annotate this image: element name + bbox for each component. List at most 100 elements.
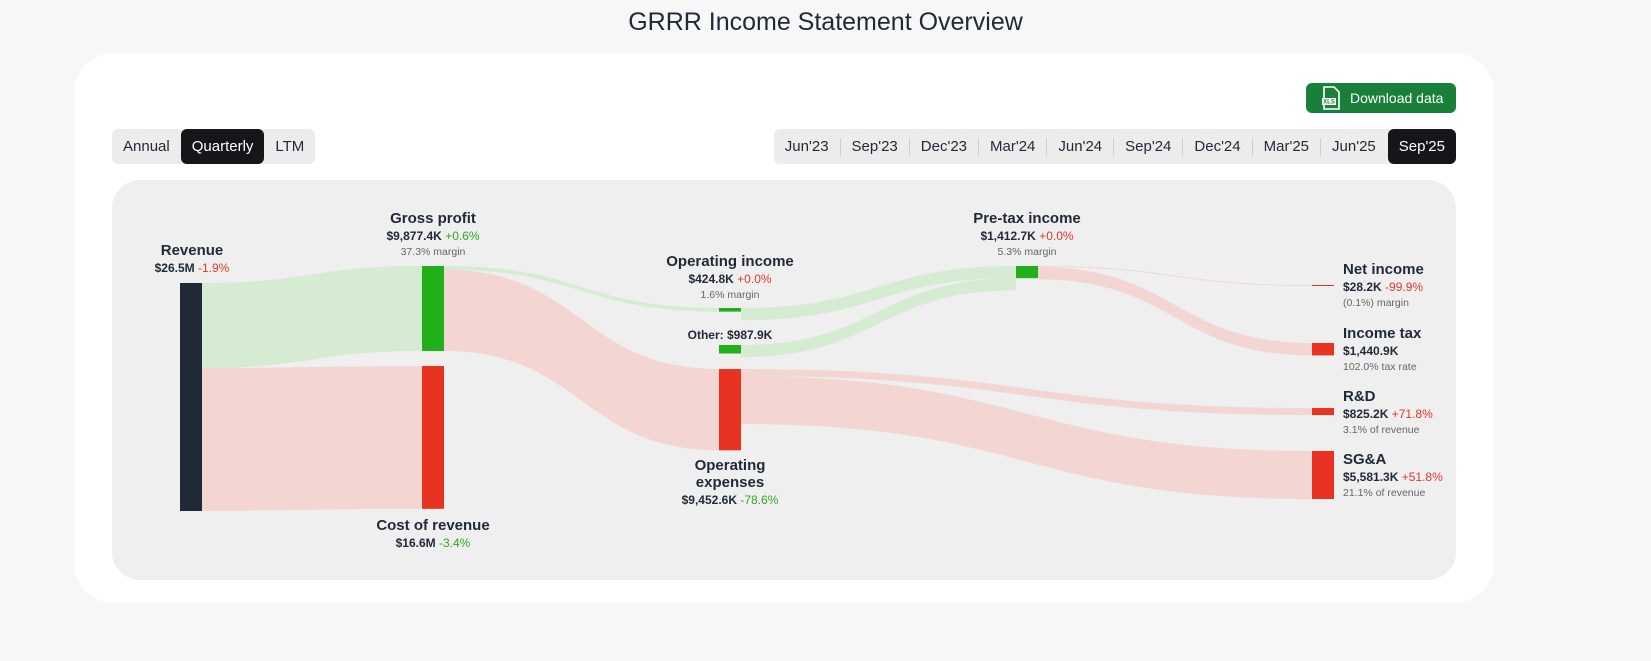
node-value-line: $28.2K -99.9% [1343, 278, 1493, 296]
node-value: $1,412.7K [980, 229, 1036, 243]
tab[interactable]: Jun'23 [784, 138, 829, 155]
node-label: Other: $987.9K [650, 326, 810, 344]
node-change: -1.9% [198, 261, 230, 275]
node-value-line: $1,440.9K [1343, 342, 1493, 360]
node-bar [422, 366, 444, 509]
node-note: 37.3% margin [400, 246, 466, 258]
tab-divider [1046, 137, 1048, 156]
node-change: +71.8% [1391, 407, 1433, 421]
node-bar [1016, 266, 1038, 279]
node-change: +51.8% [1401, 470, 1443, 484]
node-value-line: $9,452.6K -78.6% [650, 491, 810, 509]
node-value-line: $1,412.7K +0.0% [947, 227, 1107, 245]
node-bar [719, 345, 741, 354]
flow [444, 266, 719, 312]
node-value: $28.2K [1343, 280, 1382, 294]
tab[interactable]: Quarterly [180, 129, 265, 164]
node-bar [180, 283, 202, 511]
tab-divider [1251, 137, 1253, 156]
node-value-line: $26.5M -1.9% [112, 259, 272, 277]
node-name: Pre-tax income [973, 210, 1081, 227]
tab-divider [908, 137, 910, 156]
tab-divider [1113, 137, 1115, 156]
node-label: Net income $28.2K -99.9% (0.1%) margin [1343, 261, 1493, 310]
node-name: R&D [1343, 388, 1376, 405]
node-value: $9,452.6K [681, 493, 737, 507]
node-label: SG&A $5,581.3K +51.8% 21.1% of revenue [1343, 451, 1493, 500]
node-change: -99.9% [1385, 280, 1424, 294]
node-value: $26.5M [154, 261, 195, 275]
node-note: 3.1% of revenue [1343, 424, 1420, 436]
node-bar [719, 308, 741, 312]
node-bar [1312, 451, 1334, 500]
flow [741, 376, 1312, 500]
flow [741, 278, 1016, 358]
download-button[interactable]: XLS Download data [1306, 83, 1456, 113]
tab[interactable]: Mar'24 [990, 138, 1036, 155]
tab[interactable]: Jun'24 [1058, 138, 1103, 155]
node-note: 5.3% margin [997, 246, 1057, 258]
download-label: Download data [1350, 90, 1444, 106]
node-value: $16.6M [395, 536, 436, 550]
xls-icon: XLS [1322, 86, 1340, 110]
node-label: Operating income $424.8K +0.0% 1.6% margin [650, 253, 810, 302]
node-value: $9,877.4K [386, 229, 442, 243]
tab[interactable]: LTM [275, 138, 305, 155]
tab[interactable]: Mar'25 [1263, 138, 1310, 155]
node-label: R&D $825.2K +71.8% 3.1% of revenue [1343, 388, 1493, 437]
node-name: Cost of revenue [376, 517, 490, 534]
node-label: Cost of revenue $16.6M -3.4% [353, 517, 513, 552]
node-change: -78.6% [740, 493, 779, 507]
node-name: Income tax [1343, 325, 1422, 342]
node-bar [1312, 408, 1334, 416]
tab[interactable]: Annual [123, 138, 170, 155]
tab[interactable]: Jun'25 [1332, 138, 1376, 155]
node-bar [1312, 343, 1334, 356]
node-name: SG&A [1343, 451, 1387, 468]
node-note: 21.1% of revenue [1343, 487, 1426, 499]
flow [202, 266, 422, 368]
node-label: Revenue $26.5M -1.9% [112, 242, 272, 277]
flow [1038, 267, 1312, 356]
node-note: 1.6% margin [700, 289, 760, 301]
node-name: Operating income [666, 253, 794, 270]
node-value: $424.8K [688, 272, 734, 286]
page-title: GRRR Income Statement Overview [628, 8, 1023, 36]
node-change: +0.0% [1039, 229, 1074, 243]
node-label: Gross profit $9,877.4K +0.6% 37.3% margin [353, 210, 513, 259]
tab[interactable]: Dec'24 [1194, 138, 1241, 155]
svg-text:XLS: XLS [1323, 100, 1335, 106]
node-name: Gross profit [390, 210, 476, 227]
node-note: 102.0% tax rate [1343, 361, 1417, 373]
node-value-line: $424.8K +0.0% [650, 270, 810, 288]
node-value: $1,440.9K [1343, 344, 1399, 358]
node-name: Net income [1343, 261, 1424, 278]
node-label: Income tax $1,440.9K 102.0% tax rate [1343, 325, 1493, 374]
flow [741, 369, 1312, 416]
date-tabs: Jun'23 Sep'23 Dec'23 Mar'24 Jun'24 Sep'24 Dec'… [773, 129, 1456, 164]
node-bar [422, 266, 444, 351]
node-label: Operating expenses $9,452.6K -78.6% [650, 457, 810, 509]
node-value-line: $5,581.3K +51.8% [1343, 468, 1493, 486]
flow [741, 266, 1016, 321]
node-name: Revenue [160, 242, 224, 259]
node-change: +0.0% [737, 272, 772, 286]
tab-divider [978, 137, 980, 156]
tab[interactable]: Dec'23 [920, 138, 968, 155]
node-value: Other: $987.9K [687, 328, 773, 342]
tab[interactable]: Sep'24 [1125, 138, 1172, 155]
flow [444, 269, 719, 451]
period-tabs: Annual Quarterly LTM [112, 129, 316, 164]
node-value-line: $9,877.4K +0.6% [353, 227, 513, 245]
node-label: Pre-tax income $1,412.7K +0.0% 5.3% margin [947, 210, 1107, 259]
tab[interactable]: Sep'25 [1387, 129, 1456, 164]
tab[interactable]: Sep'23 [851, 138, 898, 155]
node-value: $825.2K [1343, 407, 1389, 421]
node-bar [1312, 285, 1334, 286]
node-change: -3.4% [439, 536, 471, 550]
node-bar [719, 369, 741, 451]
tab-divider [839, 137, 841, 156]
node-value-line: Other: $987.9K [650, 326, 810, 344]
